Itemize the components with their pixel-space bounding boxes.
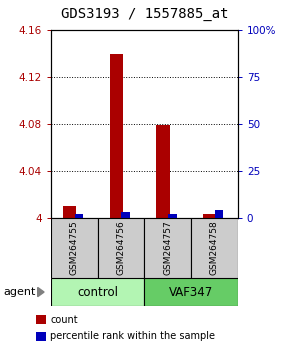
Text: GSM264758: GSM264758 [210, 221, 219, 275]
Bar [97, 218, 144, 278]
Text: agent: agent [3, 287, 35, 297]
Bar [36, 332, 46, 341]
Bar [168, 214, 177, 218]
Text: percentile rank within the sample: percentile rank within the sample [50, 331, 215, 341]
Bar [110, 53, 123, 218]
Bar [51, 278, 144, 306]
Bar [215, 210, 223, 218]
Text: GSM264757: GSM264757 [163, 221, 172, 275]
Text: GDS3193 / 1557885_at: GDS3193 / 1557885_at [61, 7, 228, 21]
Text: GSM264756: GSM264756 [116, 221, 125, 275]
Bar [156, 125, 170, 218]
Text: VAF347: VAF347 [169, 286, 213, 298]
Bar [36, 315, 46, 324]
Text: GSM264755: GSM264755 [70, 221, 79, 275]
Text: count: count [50, 315, 78, 325]
Bar [144, 278, 238, 306]
Bar [203, 214, 216, 218]
Bar [51, 218, 97, 278]
Bar [75, 214, 83, 218]
Bar [144, 218, 191, 278]
Bar [63, 206, 76, 218]
Text: control: control [77, 286, 118, 298]
Bar [191, 218, 238, 278]
Bar [121, 212, 130, 218]
